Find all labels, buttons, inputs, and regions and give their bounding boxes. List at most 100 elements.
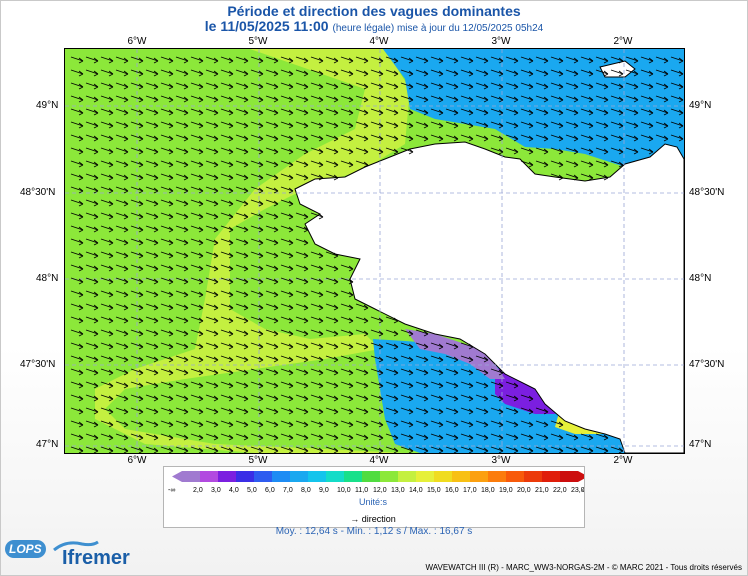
- direction-arrow: [220, 147, 234, 155]
- direction-arrow: [70, 446, 84, 453]
- direction-arrow: [100, 147, 114, 155]
- direction-arrow: [190, 303, 204, 311]
- direction-arrow: [325, 264, 339, 272]
- direction-arrow: [580, 134, 594, 142]
- direction-arrow: [415, 95, 429, 103]
- direction-arrow: [340, 381, 354, 389]
- direction-arrow: [445, 433, 459, 441]
- direction-arrow: [625, 56, 639, 64]
- direction-arrow: [475, 446, 489, 453]
- direction-arrow: [445, 355, 459, 363]
- direction-arrow: [175, 446, 189, 453]
- direction-arrow: [310, 56, 324, 64]
- direction-arrow: [430, 342, 444, 350]
- direction-arrow: [385, 433, 399, 441]
- direction-arrow: [265, 173, 279, 181]
- direction-arrow: [115, 290, 129, 298]
- direction-arrow: [190, 446, 204, 453]
- direction-arrow: [400, 329, 414, 337]
- direction-arrow: [280, 56, 294, 64]
- direction-arrow: [70, 147, 84, 155]
- direction-arrow: [340, 69, 354, 77]
- direction-arrow: [190, 316, 204, 324]
- direction-arrow: [145, 160, 159, 168]
- direction-arrow: [205, 407, 219, 415]
- direction-arrow: [625, 121, 639, 129]
- direction-arrow: [565, 69, 579, 77]
- ifremer-wave-icon: [53, 540, 99, 552]
- direction-arrow: [115, 238, 129, 246]
- direction-arrow: [430, 82, 444, 90]
- direction-arrow: [445, 420, 459, 428]
- direction-arrow: [565, 121, 579, 129]
- direction-arrow: [295, 316, 309, 324]
- legend-swatch: [290, 471, 308, 482]
- direction-arrow: [490, 95, 504, 103]
- direction-arrow: [235, 251, 249, 259]
- lat-tick-right-48-30n: 48°30'N: [689, 187, 725, 198]
- direction-arrow: [130, 121, 144, 129]
- direction-arrow: [445, 82, 459, 90]
- direction-arrow: [250, 121, 264, 129]
- legend-tick-label: 11,0: [355, 487, 368, 494]
- direction-arrow: [220, 264, 234, 272]
- direction-arrow: [295, 251, 309, 259]
- direction-arrow: [100, 121, 114, 129]
- direction-arrow: [295, 368, 309, 376]
- direction-arrow: [265, 433, 279, 441]
- direction-arrow: [325, 82, 339, 90]
- direction-arrow: [175, 69, 189, 77]
- direction-arrow: [250, 251, 264, 259]
- direction-arrow: [370, 121, 384, 129]
- direction-arrow: [415, 108, 429, 116]
- direction-arrow: [235, 82, 249, 90]
- direction-arrow: [400, 147, 414, 155]
- direction-arrow: [415, 381, 429, 389]
- direction-arrow: [310, 303, 324, 311]
- direction-arrow: [625, 69, 639, 77]
- direction-arrow: [190, 433, 204, 441]
- direction-arrow: [235, 160, 249, 168]
- direction-arrow: [355, 108, 369, 116]
- direction-arrow: [370, 433, 384, 441]
- direction-arrow: [505, 147, 519, 155]
- direction-arrow: [205, 95, 219, 103]
- direction-arrow: [580, 121, 594, 129]
- direction-arrow: [115, 368, 129, 376]
- direction-arrow: [85, 446, 99, 453]
- direction-arrow: [175, 212, 189, 220]
- direction-arrow: [100, 225, 114, 233]
- direction-arrow: [70, 173, 84, 181]
- direction-arrow: [565, 173, 579, 181]
- direction-arrow: [130, 303, 144, 311]
- direction-arrow: [415, 134, 429, 142]
- direction-arrow: [580, 173, 594, 181]
- lat-tick-left-49n: 49°N: [36, 100, 59, 111]
- direction-arrow: [70, 134, 84, 142]
- direction-arrow: [325, 433, 339, 441]
- direction-arrow: [70, 303, 84, 311]
- direction-arrow: [430, 407, 444, 415]
- direction-arrow: [565, 95, 579, 103]
- direction-arrow: [250, 303, 264, 311]
- direction-arrow: [355, 407, 369, 415]
- direction-arrow: [160, 446, 174, 453]
- direction-arrow: [145, 277, 159, 285]
- direction-arrow: [265, 108, 279, 116]
- statistics: Moy. : 12,64 s - Min. : 1,12 s / Max. : …: [275, 526, 473, 537]
- direction-arrow: [430, 355, 444, 363]
- legend-tick-label: 17,0: [463, 487, 477, 494]
- direction-arrow: [85, 121, 99, 129]
- direction-arrow: [370, 82, 384, 90]
- direction-arrow: [520, 420, 534, 428]
- direction-arrow: [640, 147, 654, 155]
- direction-arrow: [670, 56, 684, 64]
- direction-arrow: [385, 147, 399, 155]
- direction-arrow: [70, 212, 84, 220]
- legend-tick-label: 18,0: [481, 487, 495, 494]
- direction-arrow: [250, 368, 264, 376]
- direction-arrow: [205, 277, 219, 285]
- direction-arrow: [400, 394, 414, 402]
- direction-arrow: [505, 420, 519, 428]
- direction-arrow: [175, 290, 189, 298]
